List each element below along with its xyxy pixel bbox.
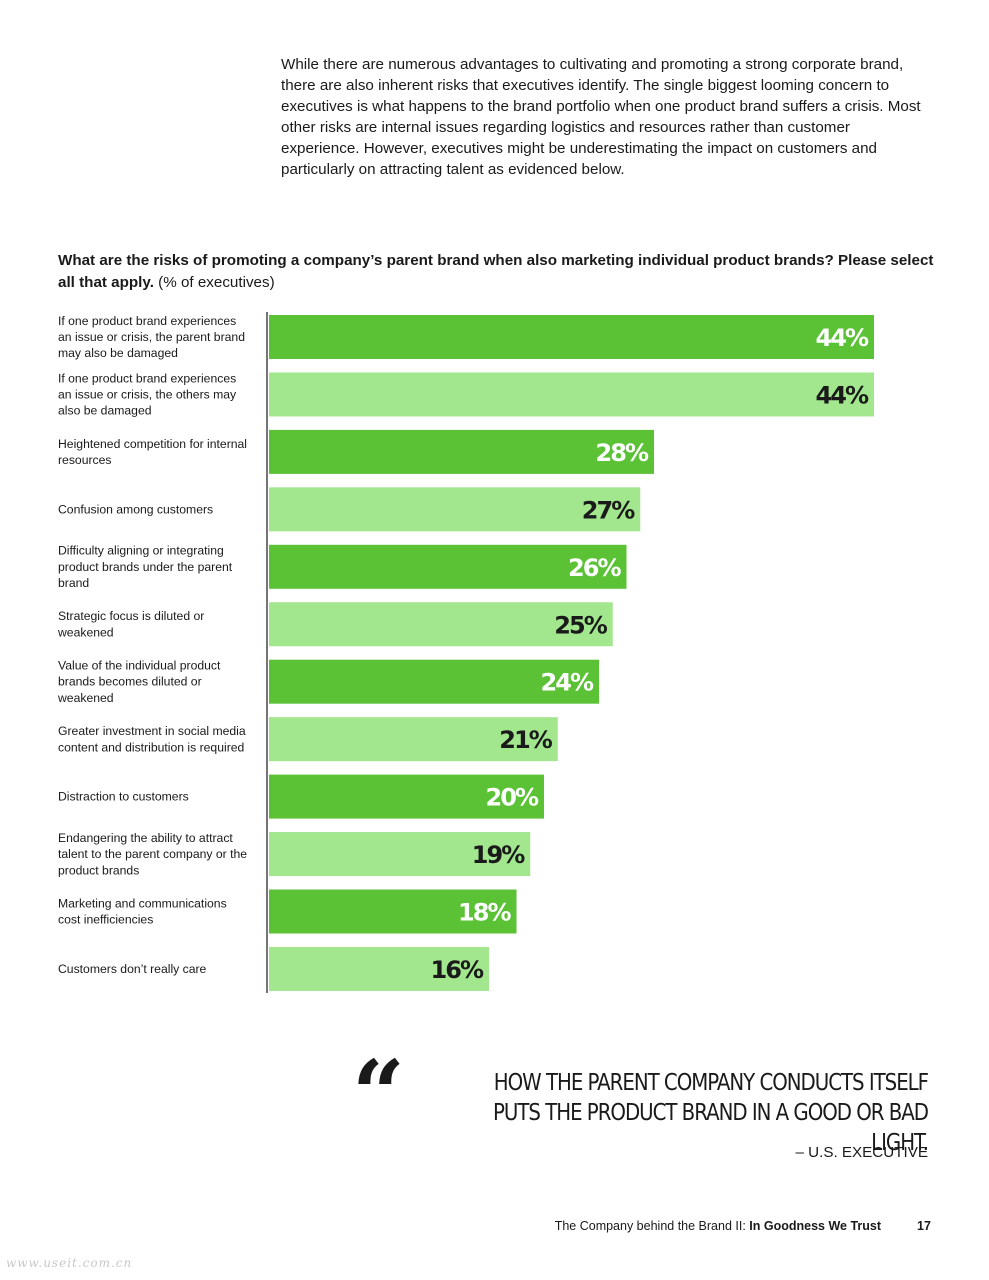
footer-title: The Company behind the Brand II: In Good… bbox=[555, 1219, 881, 1233]
chart-question-bold: What are the risks of promoting a compan… bbox=[58, 252, 934, 291]
chart-bar bbox=[269, 946, 489, 991]
risks-bar-chart: 44% If one product brand experiences an is… bbox=[57, 312, 874, 993]
category-label: Difficulty aligning or integrating produc… bbox=[58, 544, 233, 590]
chart-bar bbox=[269, 429, 654, 474]
category-label: Endangering the ability to attract talent… bbox=[58, 831, 247, 877]
quote-mark-icon: “ bbox=[352, 1040, 405, 1148]
quote-source: – U.S. EXECUTIVE bbox=[795, 1144, 928, 1161]
bar-value-label: 27% bbox=[582, 496, 635, 524]
page-number: 17 bbox=[917, 1219, 931, 1233]
bar-value-label: 44% bbox=[816, 381, 869, 409]
category-label: Confusion among customers bbox=[58, 502, 213, 516]
bar-value-label: 18% bbox=[458, 899, 511, 927]
chart-bar bbox=[269, 774, 544, 819]
bar-value-label: 16% bbox=[431, 956, 484, 984]
chart-bar bbox=[269, 372, 874, 417]
quote-text: How the parent company conducts itself p… bbox=[493, 1070, 929, 1156]
bar-value-label: 25% bbox=[554, 611, 607, 639]
category-label: Marketing and communications cost ineffic… bbox=[58, 896, 227, 926]
category-label: Heightened competition for internal resou… bbox=[58, 437, 247, 467]
category-label: Greater investment in social media conten… bbox=[58, 724, 246, 754]
bar-value-label: 19% bbox=[472, 841, 525, 869]
chart-bar bbox=[269, 659, 599, 704]
bar-value-label: 26% bbox=[568, 554, 621, 582]
bar-value-label: 21% bbox=[499, 726, 552, 754]
chart-question: What are the risks of promoting a compan… bbox=[58, 250, 938, 293]
chart-question-unit: (% of executives) bbox=[158, 273, 275, 291]
watermark: www.useit.com.cn bbox=[6, 1256, 133, 1270]
category-label: If one product brand experiences an issue… bbox=[58, 314, 245, 360]
category-label: Value of the individual product brands be… bbox=[57, 659, 221, 705]
bar-value-label: 20% bbox=[486, 784, 539, 812]
footer-bold: In Goodness We Trust bbox=[749, 1219, 881, 1233]
chart-bar bbox=[269, 315, 874, 359]
bar-value-label: 44% bbox=[816, 324, 869, 352]
category-label: Strategic focus is diluted or weakened bbox=[57, 609, 204, 639]
footer-text: The Company behind the Brand II: bbox=[554, 1219, 750, 1233]
chart-bar bbox=[269, 717, 558, 762]
category-label: If one product brand experiences an issue… bbox=[58, 371, 237, 417]
bar-value-label: 24% bbox=[541, 669, 594, 697]
bar-value-label: 28% bbox=[596, 439, 649, 467]
chart-bar bbox=[269, 602, 613, 647]
chart-bar bbox=[269, 544, 627, 589]
chart-bar bbox=[269, 889, 517, 934]
chart-bar bbox=[269, 487, 641, 532]
category-label: Customers don’t really care bbox=[58, 962, 207, 976]
chart-bar bbox=[269, 832, 531, 877]
category-label: Distraction to customers bbox=[58, 790, 189, 804]
intro-paragraph: While there are numerous advantages to c… bbox=[281, 56, 921, 178]
